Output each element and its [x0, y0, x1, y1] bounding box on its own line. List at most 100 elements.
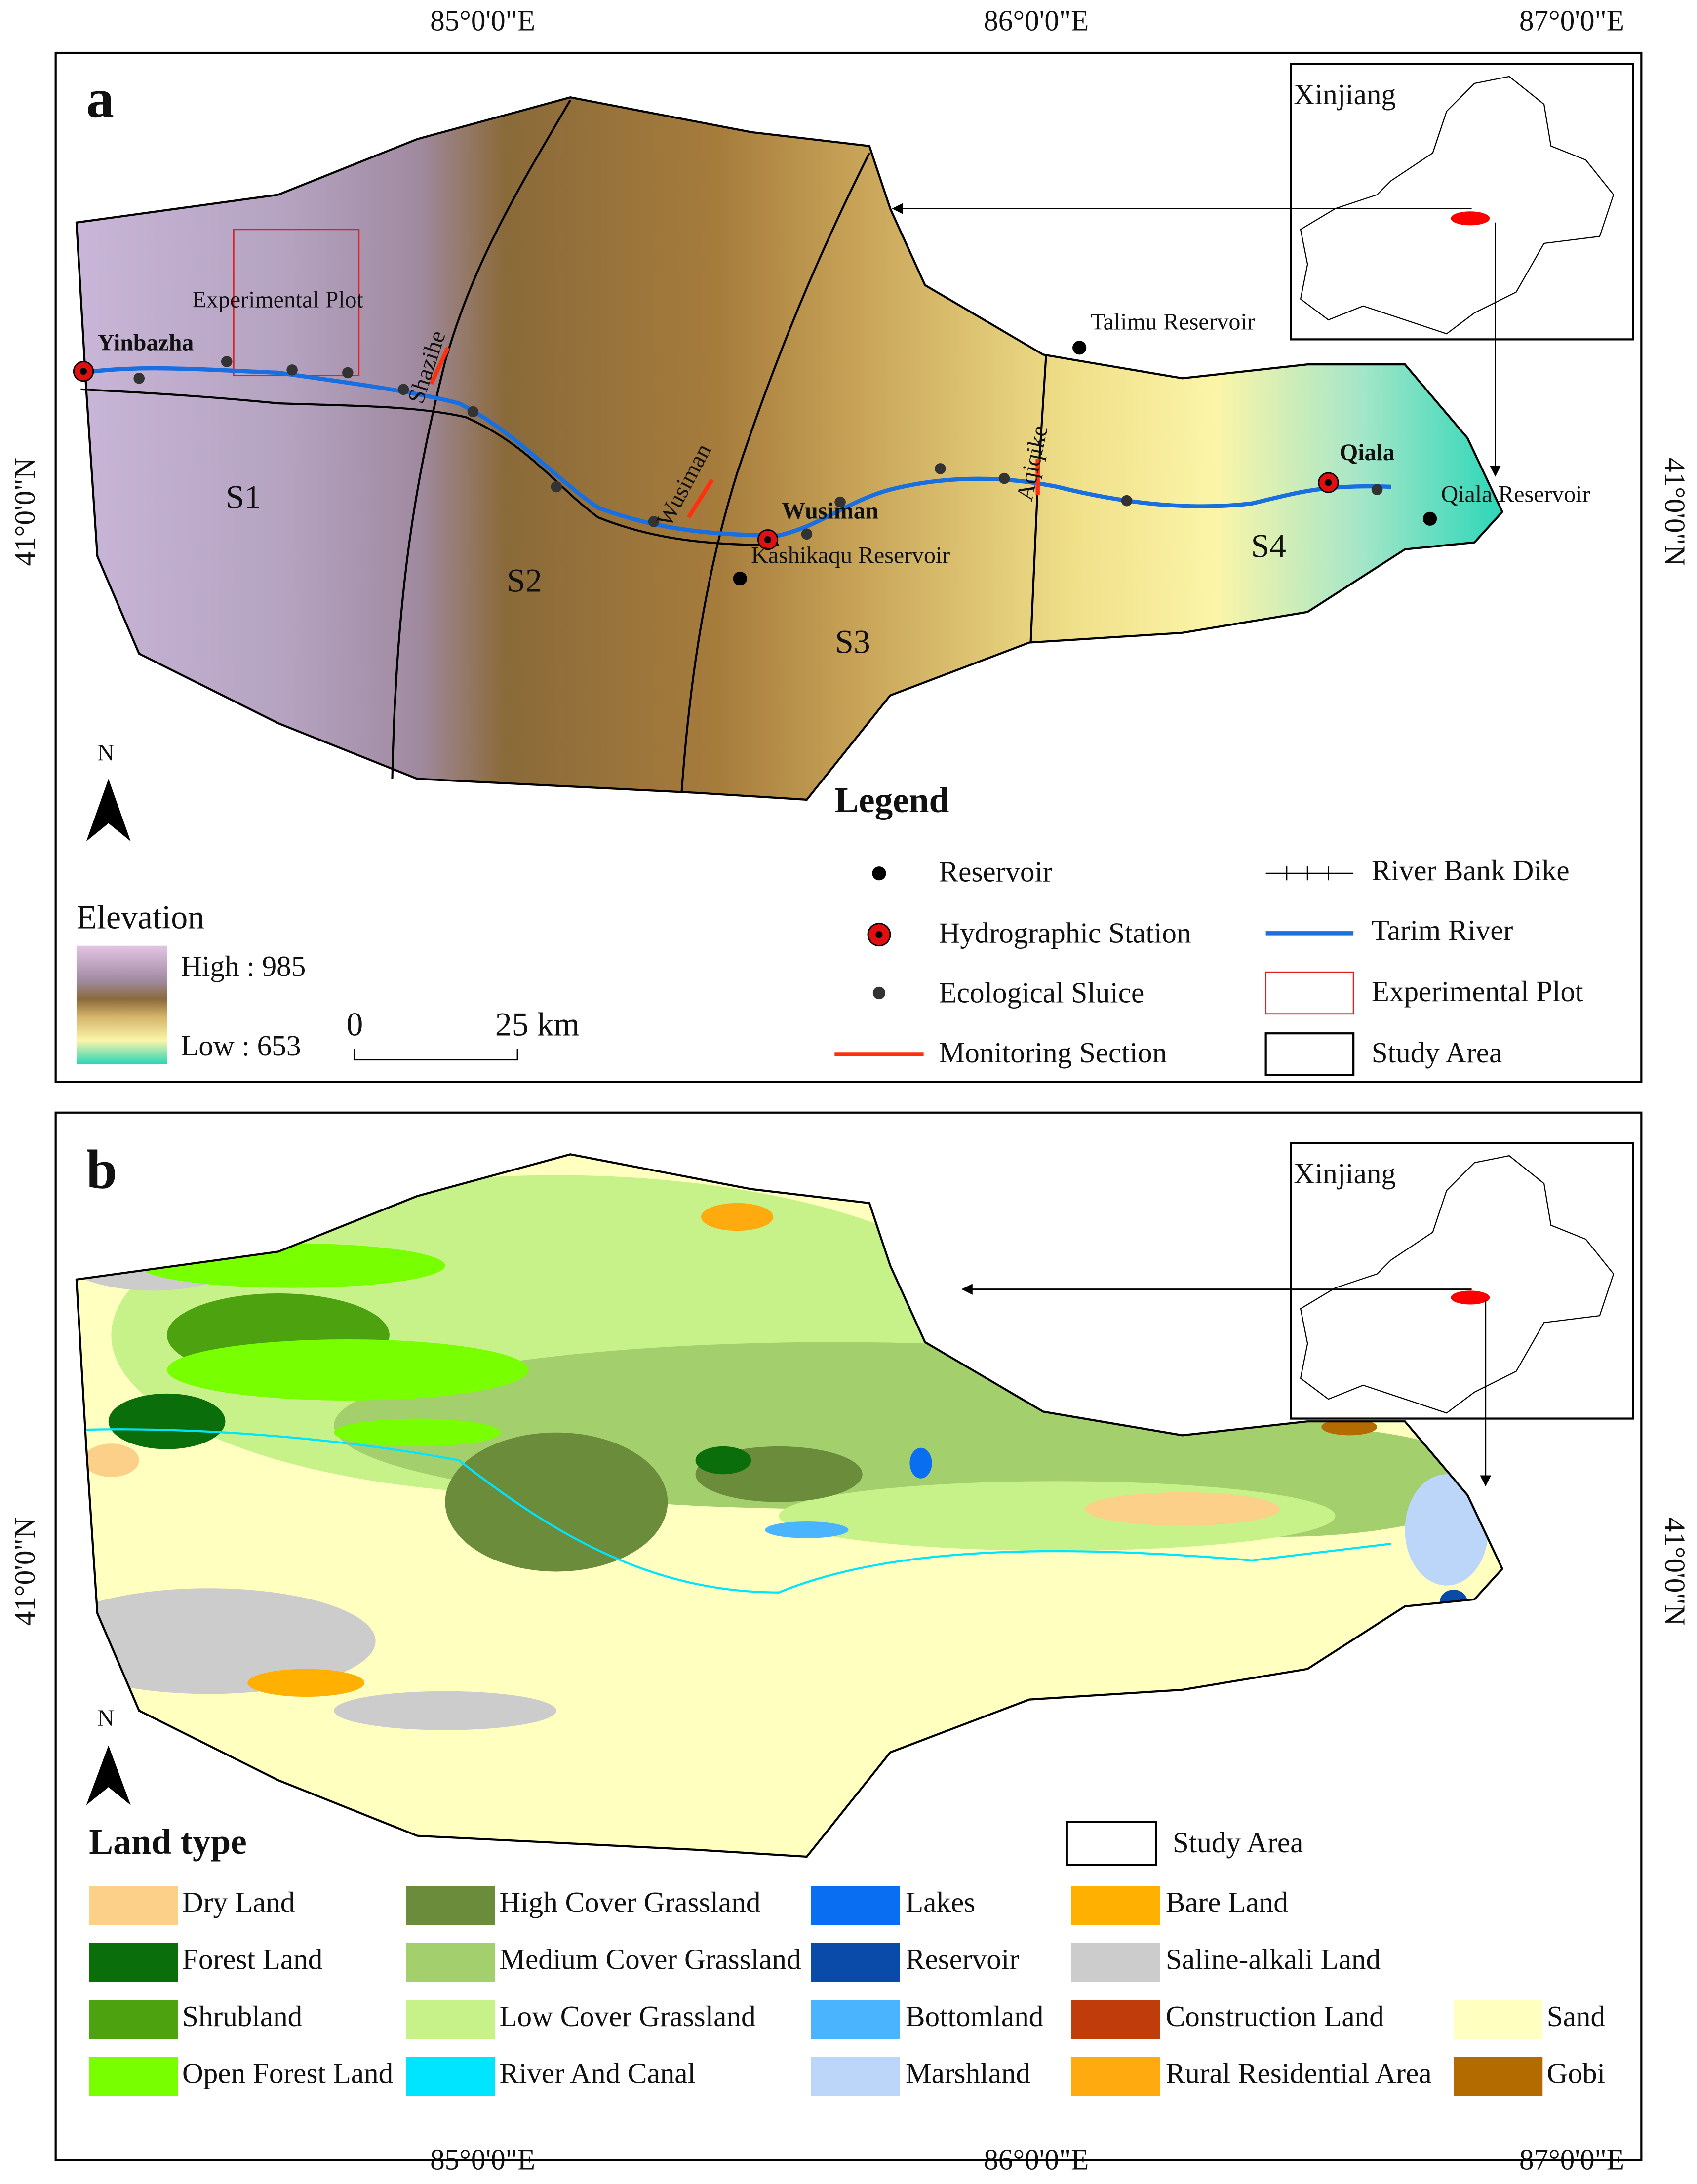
legend-label: Hydrographic Station — [939, 917, 1191, 949]
longitude-label: 86°0'0"E — [984, 4, 1089, 37]
river-bank-dike — [80, 388, 779, 546]
panel-label: a — [86, 68, 114, 129]
sluice — [935, 463, 946, 474]
legend-swatch — [1071, 2000, 1160, 2039]
legend-label: Monitoring Section — [939, 1036, 1167, 1069]
legend-label: Open Forest Land — [182, 2057, 393, 2090]
study-area-location — [1451, 1290, 1490, 1305]
sluice — [286, 364, 298, 376]
land-patch — [76, 1588, 376, 1694]
panel-frame — [54, 51, 1643, 1083]
panel-frame — [54, 1111, 1643, 2161]
legend-label: Medium Cover Grassland — [499, 1943, 801, 1976]
legend-symbol — [1265, 866, 1354, 881]
land-patch — [167, 1339, 529, 1401]
land-patch — [334, 1691, 556, 1730]
place-label: Kashikaqu Reservoir — [751, 543, 950, 569]
elevation-title: Elevation — [77, 899, 204, 936]
land-patches — [76, 1175, 1489, 1730]
reservoir — [1423, 511, 1437, 526]
north-arrow — [86, 779, 131, 842]
land-patch — [247, 1669, 365, 1697]
legend-swatch — [89, 2000, 178, 2039]
legend-swatch — [1071, 2057, 1160, 2096]
legend-symbol — [872, 866, 886, 881]
legend-label: River And Canal — [499, 2057, 696, 2090]
legend-symbol — [872, 986, 886, 1000]
legend-label: Low Cover Grassland — [499, 2000, 755, 2032]
legend-label: Ecological Sluice — [939, 976, 1144, 1009]
land-patch — [1321, 1418, 1378, 1436]
land-patch — [445, 1432, 668, 1572]
latitude-label: 41°0'0"N — [1659, 458, 1692, 566]
section-label: S2 — [507, 562, 542, 599]
panel-a: a Yinbazha Experimental Plot Shazihe Wus… — [54, 51, 1643, 1083]
place-label: Wusiman — [782, 498, 878, 524]
scale-label: 25 km — [495, 1006, 580, 1043]
legend-label: Reservoir — [906, 1943, 1019, 1976]
inset-title: Xinjiang — [1294, 1157, 1396, 1190]
legend-label: Marshland — [906, 2057, 1030, 2090]
legend-swatch — [89, 1886, 178, 1925]
legend-label: Sand — [1547, 2000, 1605, 2032]
legend-label: Reservoir — [939, 856, 1053, 888]
legend-swatch — [811, 1886, 900, 1925]
elevation-high: High : 985 — [181, 950, 306, 982]
legend-symbol — [1264, 1032, 1355, 1076]
legend-swatch — [406, 1943, 495, 1982]
sluice — [1121, 495, 1133, 507]
sluice — [221, 356, 233, 367]
legend-label: Study Area — [1173, 1826, 1303, 1859]
ecological-sluices — [133, 356, 1383, 540]
elevation-ramp — [76, 945, 167, 1064]
sluice — [551, 481, 562, 493]
legend-label: Construction Land — [1166, 2000, 1384, 2032]
land-patch — [1405, 1474, 1489, 1586]
legend-symbol — [1265, 971, 1354, 1015]
legend-swatch — [406, 2057, 495, 2096]
legend-label: High Cover Grassland — [499, 1886, 760, 1918]
section-line — [680, 152, 870, 793]
section-label: S1 — [226, 479, 261, 516]
elevation-low: Low : 653 — [181, 1029, 301, 1062]
sluice — [998, 472, 1010, 484]
legend-label: Rural Residential Area — [1166, 2057, 1432, 2090]
monitoring-section — [686, 478, 714, 519]
land-patch — [334, 1418, 501, 1446]
legend-label: Bare Land — [1166, 1886, 1288, 1918]
panel-label: b — [86, 1139, 118, 1200]
longitude-label: 87°0'0"E — [1519, 4, 1624, 37]
study-area — [77, 97, 1502, 800]
land-patch — [83, 1443, 139, 1477]
station — [757, 529, 779, 550]
legend-swatch — [1071, 1886, 1160, 1925]
sluice — [801, 528, 813, 540]
land-patch — [909, 1447, 932, 1479]
reservoirs — [733, 341, 1437, 586]
place-label: Qiala Reservoir — [1441, 481, 1590, 507]
study-area-location — [1451, 211, 1490, 226]
legend-label: Tarim River — [1372, 914, 1513, 946]
land-patch — [1085, 1492, 1280, 1526]
section-line — [391, 99, 571, 779]
legend-swatch — [811, 1943, 900, 1982]
land-patch — [701, 1203, 774, 1231]
place-label: Qiala — [1340, 439, 1395, 466]
reservoir — [1072, 341, 1087, 355]
place-label: Experimental Plot — [192, 286, 364, 312]
panel-b: b Xinjiang N Land type Study Area Dry La… — [54, 1111, 1643, 2161]
legend-title: Legend — [834, 780, 949, 820]
sluice — [342, 367, 354, 379]
place-label: Talimu Reservoir — [1091, 309, 1255, 335]
north-label: N — [97, 1705, 115, 1731]
latitude-label: 41°0'0"N — [8, 458, 41, 566]
scale-bar — [354, 1049, 518, 1061]
legend-label: Shrubland — [182, 2000, 302, 2032]
land-patch — [108, 1393, 226, 1449]
legend-label: Saline-alkali Land — [1166, 1943, 1381, 1976]
legend-swatch — [406, 2000, 495, 2039]
legend-label: Bottomland — [906, 2000, 1043, 2032]
legend-symbol — [1066, 1821, 1157, 1866]
latitude-label: 41°0'0"N — [8, 1518, 41, 1626]
